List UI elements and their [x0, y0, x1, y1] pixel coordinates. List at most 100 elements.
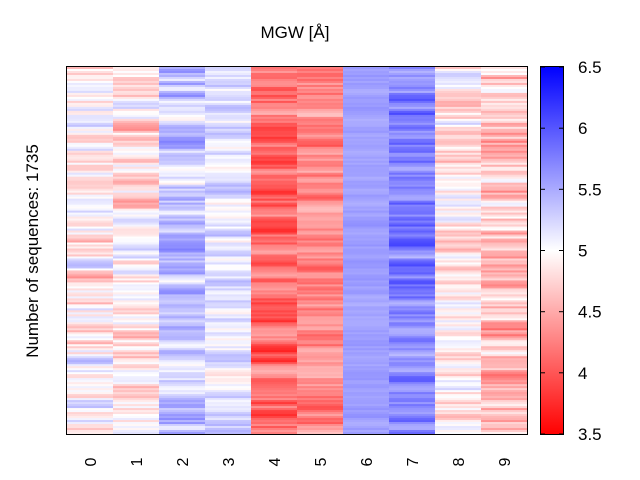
heatmap-cell — [435, 272, 482, 275]
heatmap-cell — [113, 426, 160, 429]
heatmap-cell — [67, 214, 114, 217]
heatmap-cell — [205, 364, 252, 367]
x-tick-label: 7 — [405, 457, 422, 466]
heatmap-cell — [67, 278, 114, 281]
heatmap-cell — [67, 296, 114, 299]
heatmap-cell — [159, 302, 206, 305]
heatmap-cell — [113, 166, 160, 170]
heatmap-cell — [67, 414, 114, 417]
heatmap-cell — [389, 314, 436, 317]
heatmap-cell — [67, 128, 114, 132]
heatmap-cell — [481, 96, 528, 100]
heatmap-cell — [67, 336, 114, 339]
heatmap-cell — [251, 318, 298, 321]
x-tick-label: 5 — [313, 457, 330, 466]
heatmap-cell — [159, 184, 206, 188]
heatmap-cell — [389, 186, 436, 190]
heatmap-cell — [159, 154, 206, 158]
heatmap-cell — [481, 370, 528, 373]
heatmap-cell — [205, 420, 252, 423]
heatmap-cell — [67, 158, 114, 162]
heatmap-cell — [481, 278, 528, 281]
heatmap-cell — [343, 194, 390, 198]
heatmap-cell — [481, 196, 528, 200]
heatmap-cell — [435, 228, 482, 231]
heatmap-cell — [67, 212, 114, 215]
heatmap-cell — [343, 284, 390, 287]
heatmap-cell — [481, 380, 528, 383]
heatmap-cell — [205, 188, 252, 192]
heatmap-cell — [67, 364, 114, 367]
heatmap-cell — [343, 432, 390, 435]
heatmap-cell — [251, 354, 298, 357]
heatmap-cell — [205, 402, 252, 405]
heatmap-cell — [435, 386, 482, 389]
heatmap-cell — [113, 358, 160, 361]
heatmap-cell — [297, 420, 344, 423]
heatmap-cell — [389, 236, 436, 239]
heatmap-cell — [343, 350, 390, 353]
heatmap-cell — [251, 67, 298, 70]
heatmap-cell — [297, 82, 344, 86]
heatmap-cell — [435, 146, 482, 150]
heatmap-cell — [481, 372, 528, 375]
heatmap-cell — [205, 276, 252, 279]
heatmap-cell — [389, 200, 436, 204]
heatmap-cell — [251, 100, 298, 104]
heatmap-cell — [251, 370, 298, 373]
heatmap-cell — [435, 250, 482, 253]
heatmap-cell — [67, 308, 114, 311]
heatmap-cell — [159, 334, 206, 337]
heatmap-cell — [159, 124, 206, 128]
heatmap-cell — [481, 174, 528, 178]
heatmap-cell — [389, 244, 436, 247]
heatmap-cell — [297, 244, 344, 247]
heatmap-cell — [205, 412, 252, 415]
heatmap-cell — [389, 280, 436, 283]
heatmap-cell — [481, 290, 528, 293]
heatmap-cell — [67, 350, 114, 353]
heatmap-cell — [389, 292, 436, 295]
heatmap-cell — [159, 254, 206, 257]
heatmap-cell — [343, 282, 390, 285]
heatmap-cell — [297, 340, 344, 343]
heatmap-cell — [159, 200, 206, 204]
heatmap-cell — [435, 238, 482, 241]
heatmap-cell — [113, 290, 160, 293]
heatmap-cell — [159, 86, 206, 90]
heatmap-cell — [435, 322, 482, 325]
heatmap-cell — [297, 224, 344, 227]
heatmap-cell — [297, 376, 344, 379]
heatmap-cell — [67, 222, 114, 225]
heatmap-cell — [67, 342, 114, 345]
heatmap-cell — [435, 394, 482, 397]
heatmap-cell — [67, 282, 114, 285]
heatmap-cell — [205, 174, 252, 178]
heatmap-cell — [113, 384, 160, 387]
heatmap-cell — [481, 100, 528, 104]
heatmap-cell — [343, 420, 390, 423]
heatmap-cell — [389, 128, 436, 132]
heatmap-cell — [481, 202, 528, 206]
heatmap-cell — [481, 172, 528, 176]
heatmap-cell — [251, 258, 298, 261]
heatmap-cell — [251, 292, 298, 295]
heatmap-cell — [113, 334, 160, 337]
heatmap-cell — [297, 380, 344, 383]
heatmap-cell — [343, 348, 390, 351]
heatmap-cell — [343, 238, 390, 241]
heatmap-cell — [205, 234, 252, 237]
heatmap-cell — [251, 228, 298, 231]
heatmap-cell — [67, 202, 114, 206]
x-tick-label: 6 — [359, 457, 376, 466]
heatmap-cell — [389, 378, 436, 381]
heatmap-cell — [297, 392, 344, 395]
heatmap-cell — [113, 198, 160, 202]
heatmap-cell — [435, 136, 482, 140]
heatmap-cell — [113, 104, 160, 108]
heatmap-cell — [159, 70, 206, 74]
heatmap-cell — [343, 200, 390, 204]
heatmap-cell — [251, 396, 298, 399]
heatmap-cell — [435, 360, 482, 363]
heatmap-cell — [389, 226, 436, 229]
